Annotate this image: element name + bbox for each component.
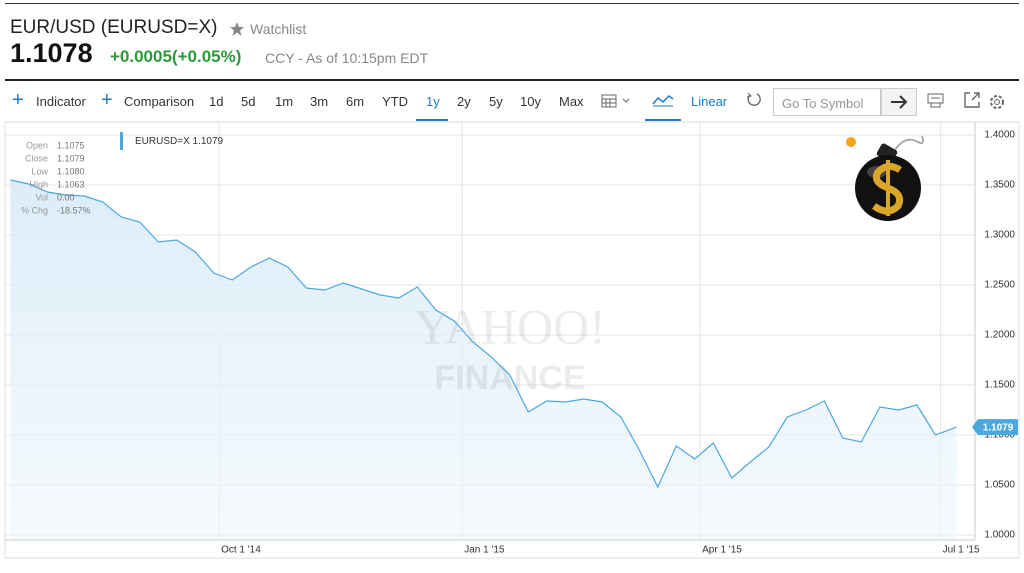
info-value: 1.1079 <box>57 153 85 163</box>
title: EUR/USD (EURUSD=X) <box>10 17 218 38</box>
last-value-label: 1.1079 <box>983 423 1014 434</box>
y-tick-label: 1.0500 <box>984 480 1015 491</box>
range-button[interactable]: 3m <box>310 94 329 109</box>
range-button[interactable]: Max <box>559 94 584 109</box>
range-button[interactable]: 1d <box>209 94 224 109</box>
legend-swatch <box>120 132 123 150</box>
info-value: 1.1080 <box>57 166 85 176</box>
plus-icon: + <box>12 89 24 111</box>
legend-value: 1.1079 <box>193 136 224 147</box>
as-of: CCY - As of 10:15pm EDT <box>265 50 429 66</box>
plus-icon: + <box>101 89 113 111</box>
info-label: Low <box>31 166 48 176</box>
price: 1.1078 <box>10 38 93 68</box>
chart-type-icon[interactable] <box>645 90 681 122</box>
reset-icon[interactable] <box>745 91 763 109</box>
y-tick-label: 1.1000 <box>984 430 1015 441</box>
info-value: 1.1075 <box>57 140 85 150</box>
x-tick-label: Apr 1 '15 <box>702 545 742 556</box>
last-value-tag <box>972 419 1018 436</box>
range-button[interactable]: 6m <box>346 94 365 109</box>
info-label: Close <box>25 153 48 163</box>
info-label: Open <box>26 140 48 150</box>
y-tick-label: 1.1500 <box>984 380 1015 391</box>
y-tick-label: 1.4000 <box>984 130 1015 141</box>
range-button[interactable]: 5y <box>489 94 503 109</box>
x-tick-label: Jan 1 '15 <box>464 545 505 556</box>
x-tick-label: Oct 1 '14 <box>221 545 261 556</box>
print-icon[interactable] <box>926 91 946 109</box>
info-label: Vol <box>35 192 48 202</box>
scale-button[interactable]: Linear <box>691 94 728 109</box>
bomb-icon <box>846 135 924 221</box>
y-tick-label: 1.0000 <box>984 530 1015 541</box>
active-underline <box>416 119 448 121</box>
range-button[interactable]: 2y <box>457 94 471 109</box>
watermark: FINANCE <box>434 359 585 397</box>
y-tick-label: 1.3000 <box>984 230 1015 241</box>
legend-name: EURUSD=X <box>135 136 190 147</box>
comparison-button[interactable]: Comparison <box>124 94 195 109</box>
info-label: High <box>29 179 48 189</box>
price-change: +0.0005(+0.05%) <box>110 47 242 66</box>
y-tick-label: 1.2000 <box>984 330 1015 341</box>
go-button[interactable] <box>881 88 917 116</box>
range-button[interactable]: 10y <box>520 94 541 109</box>
range-button[interactable]: 1m <box>275 94 294 109</box>
popout-icon[interactable] <box>962 90 982 110</box>
range-button[interactable]: 1y <box>426 94 440 109</box>
info-value: 0.00 <box>57 192 75 202</box>
x-tick-label: Jul 1 '15 <box>943 545 980 556</box>
watchlist[interactable]: Watchlist <box>250 21 307 37</box>
settings-icon[interactable] <box>988 93 1008 113</box>
symbol-input[interactable]: Go To Symbol <box>773 88 881 116</box>
info-label: % Chg <box>21 205 48 215</box>
line <box>10 179 957 489</box>
indicator-button[interactable]: Indicator <box>36 94 86 109</box>
header-rule <box>5 79 1019 81</box>
top-rule <box>5 3 1019 4</box>
info-value: -18.57% <box>57 205 91 215</box>
range-button[interactable]: 5d <box>241 94 256 109</box>
calendar-icon[interactable] <box>600 92 634 110</box>
y-tick-label: 1.2500 <box>984 280 1015 291</box>
star-icon[interactable] <box>229 21 245 37</box>
range-button[interactable]: YTD <box>382 94 408 109</box>
watermark: YAHOO! <box>414 298 606 354</box>
y-tick-label: 1.3500 <box>984 180 1015 191</box>
info-value: 1.1063 <box>57 179 85 189</box>
legend-label: EURUSD=X 1.1079 <box>135 136 224 147</box>
